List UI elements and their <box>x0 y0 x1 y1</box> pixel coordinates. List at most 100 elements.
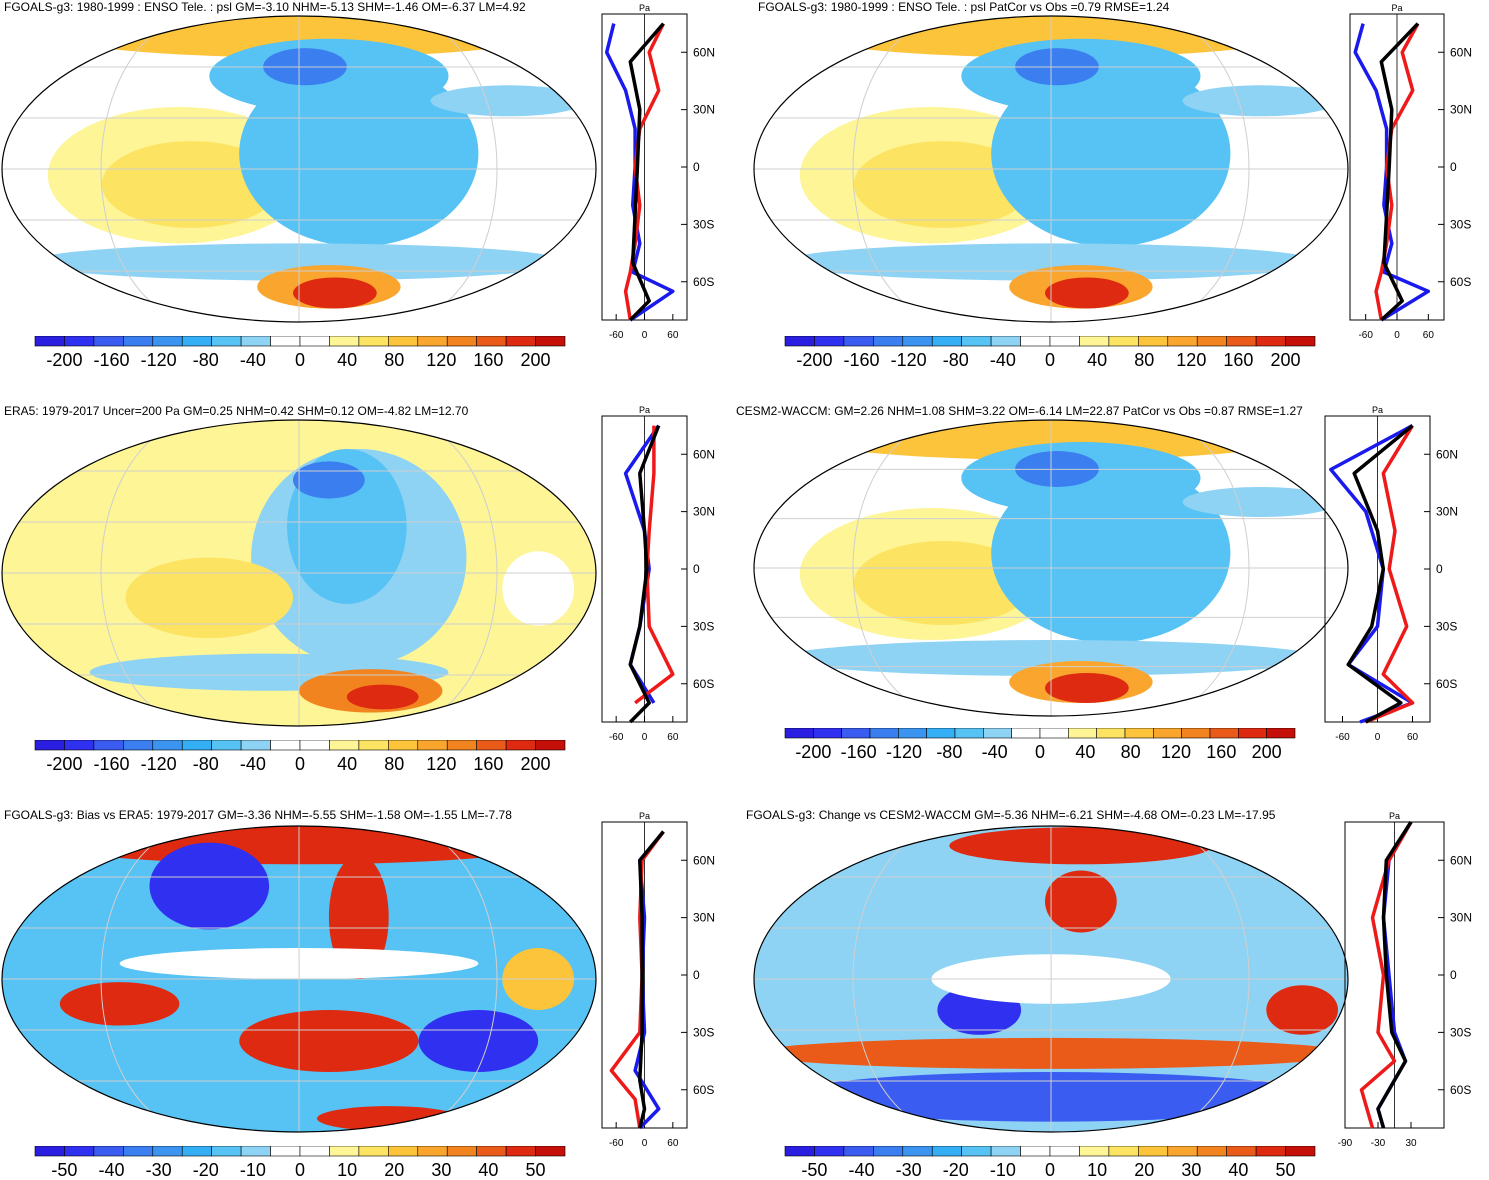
colorbar-swatch <box>299 740 330 751</box>
colorbar-label: -80 <box>193 350 219 370</box>
x-tick-label: -60 <box>609 732 624 743</box>
panel-title: FGOALS-g3: Change vs CESM2-WACCM GM=-5.3… <box>746 808 1276 822</box>
colorbar-swatch <box>93 740 124 751</box>
colorbar-label: -120 <box>141 350 177 370</box>
colorbar-label: 20 <box>1134 1160 1154 1180</box>
x-tick-label: 0 <box>642 732 648 743</box>
colorbar-label: 120 <box>426 350 456 370</box>
colorbar-label: -80 <box>936 742 962 762</box>
zonal-mean-plot-1: Pa 60N 30N 0 30S 60S -60 0 60 <box>601 3 715 341</box>
lat-label: 60N <box>1450 45 1472 59</box>
colorbar-3: -200 -160 -120 -80 -40 0 40 80 120 160 200 <box>34 740 566 774</box>
map-border <box>1 419 597 727</box>
blue-profile-line <box>1329 424 1415 724</box>
lat-label: 30S <box>693 217 714 231</box>
black-profile-line <box>638 830 665 1129</box>
colorbar-label: 40 <box>478 1160 498 1180</box>
colorbar-label: 80 <box>384 350 404 370</box>
lat-label: 0 <box>1450 968 1457 982</box>
map-1 <box>1 15 597 323</box>
colorbar-swatch <box>983 728 1012 739</box>
colorbar-swatch <box>270 1146 301 1157</box>
colorbar-swatch <box>784 336 815 347</box>
colorbar-label: 160 <box>473 754 503 774</box>
colorbar-swatch <box>961 1146 992 1157</box>
map-field <box>2 16 596 322</box>
colorbar-label: -160 <box>94 754 130 774</box>
red-profile-line <box>1365 424 1415 724</box>
field-blob <box>853 141 1034 228</box>
colorbar-swatch <box>505 1146 536 1157</box>
colorbar-swatch <box>1238 728 1267 739</box>
colorbar-swatch <box>1108 1146 1139 1157</box>
colorbar-label: 200 <box>1252 742 1282 762</box>
colorbar-label: -30 <box>896 1160 922 1180</box>
colorbar-swatch <box>270 740 301 751</box>
field-blob <box>328 855 389 979</box>
colorbar-swatch <box>388 336 419 347</box>
colorbar-swatch <box>476 336 507 347</box>
colorbar-swatch <box>535 740 566 751</box>
panel-title: FGOALS-g3: 1980-1999 : ENSO Tele. : psl … <box>758 0 1170 14</box>
colorbar-swatch <box>1049 1146 1080 1157</box>
x-tick-label: -60 <box>609 1138 624 1149</box>
colorbar-swatch <box>34 1146 65 1157</box>
lat-label: 30N <box>1450 911 1472 925</box>
colorbar-label: 120 <box>1161 742 1191 762</box>
colorbar-swatch <box>954 728 984 739</box>
colorbar-swatch <box>1049 336 1080 347</box>
colorbar-label: -20 <box>193 1160 219 1180</box>
unit-label: Pa <box>1391 3 1402 13</box>
colorbar-6: -50 -40 -30 -20 -10 0 10 20 30 40 50 <box>784 1146 1316 1180</box>
map-field <box>2 420 596 726</box>
lat-label: 60N <box>693 853 715 867</box>
panel-title: FGOALS-g3: 1980-1999 : ENSO Tele. : psl … <box>4 0 526 14</box>
colorbar-4: -200 -160 -120 -80 -40 0 40 80 120 160 200 <box>784 728 1296 762</box>
colorbar-swatch <box>1068 728 1097 739</box>
field-blob <box>125 557 294 639</box>
field-blob <box>430 85 587 117</box>
colorbar-swatch <box>990 1146 1021 1157</box>
x-tick-label: 0 <box>642 330 648 341</box>
map-border <box>1 15 597 323</box>
colorbar-swatch <box>931 1146 962 1157</box>
colorbar-swatch <box>1108 336 1139 347</box>
colorbar-swatch <box>1196 1146 1227 1157</box>
field-blob <box>1182 85 1339 117</box>
colorbar-swatch <box>814 1146 845 1157</box>
colorbar-swatch <box>1079 336 1110 347</box>
colorbar-label: -30 <box>146 1160 172 1180</box>
black-profile-line <box>1376 821 1413 1129</box>
colorbar-label: 160 <box>1206 742 1236 762</box>
colorbar-label: -160 <box>841 742 877 762</box>
x-tick-label: -60 <box>1335 732 1350 743</box>
field-blob <box>1182 487 1339 517</box>
colorbar-label: -200 <box>46 754 82 774</box>
lat-label: 0 <box>693 562 700 576</box>
x-tick-label: 60 <box>667 732 679 743</box>
lat-label: 0 <box>1436 562 1443 576</box>
colorbar-label: -120 <box>891 350 927 370</box>
colorbar-label: -200 <box>796 350 832 370</box>
colorbar-label: 0 <box>295 754 305 774</box>
colorbar-label: 200 <box>521 350 551 370</box>
field-blob <box>346 684 419 710</box>
colorbar-swatch <box>1167 336 1198 347</box>
lat-label: 60N <box>693 447 715 461</box>
blue-profile-line <box>1353 23 1431 322</box>
colorbar-swatch <box>64 1146 95 1157</box>
map-border <box>1 825 597 1133</box>
colorbar-2: -200 -160 -120 -80 -40 0 40 80 120 160 200 <box>784 336 1316 370</box>
colorbar-swatch <box>388 1146 419 1157</box>
colorbar-swatch <box>1255 1146 1286 1157</box>
field-blob <box>418 1010 539 1072</box>
colorbar-swatch <box>1011 728 1041 739</box>
colorbar-swatch <box>270 336 301 347</box>
colorbar-swatch <box>1209 728 1239 739</box>
colorbar-swatch <box>1096 728 1126 739</box>
colorbar-swatch <box>505 740 536 751</box>
unit-label: Pa <box>1389 811 1400 821</box>
colorbar-swatch <box>898 728 927 739</box>
map-2 <box>753 15 1349 323</box>
colorbar-swatch <box>535 1146 566 1157</box>
